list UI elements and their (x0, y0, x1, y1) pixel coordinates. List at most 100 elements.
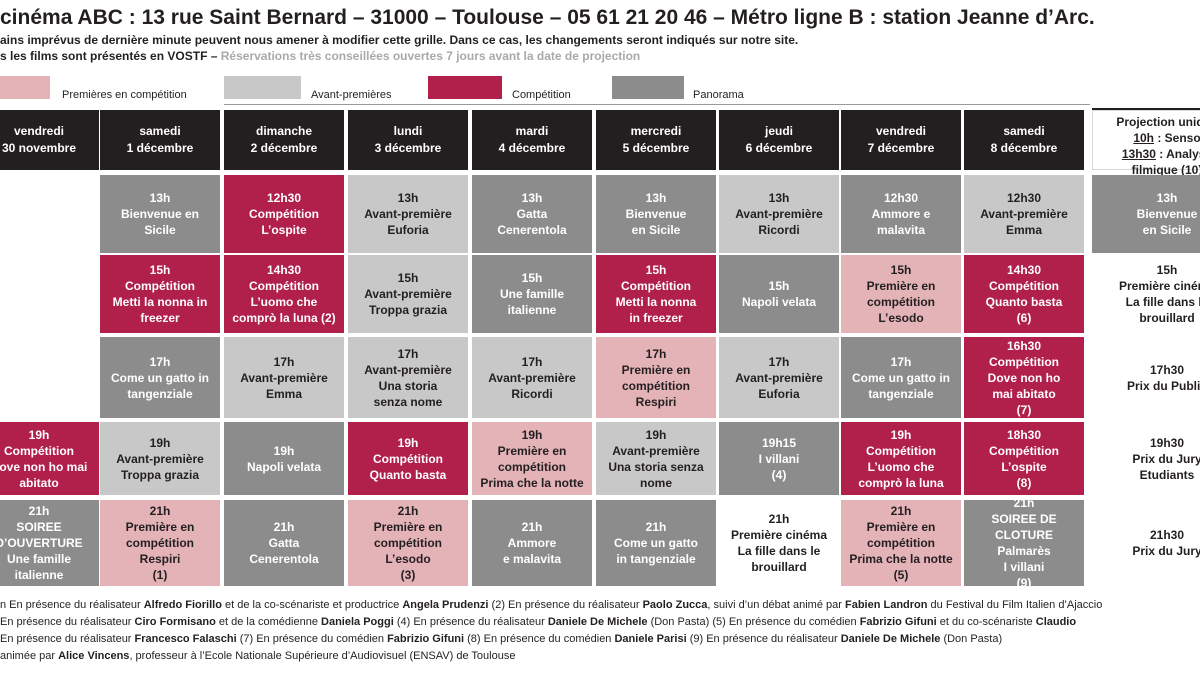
screening-cell: 15h Première en compétition L’esodo (841, 255, 961, 333)
screening-cell: 19h Avant-première Troppa grazia (100, 422, 220, 495)
screening-time: 15h (397, 271, 419, 285)
screening-cell: 13h Bienvenue en Sicile (1092, 175, 1200, 253)
day-name: mardi (515, 124, 549, 138)
guest-name: Daniele Parisi (614, 633, 687, 645)
screening-text: (5) (893, 568, 909, 582)
reservation-text: Réservations très conseillées ouvertes 7… (220, 49, 641, 63)
screening-text: Una storia (378, 378, 438, 393)
screening-text: comprò la luna (2) (232, 311, 336, 325)
screening-text: SOIREE (16, 520, 62, 534)
screening-time: 21h (768, 512, 790, 526)
screening-text: Avant-première (735, 370, 823, 385)
screening-time: 19h (28, 427, 50, 442)
screening-text: L’uomo che (867, 459, 935, 474)
screening-time: 16h30 (1006, 338, 1042, 353)
footnote-line: n En présence du réalisateur Alfredo Fio… (0, 597, 1200, 614)
screening-text: Bienvenue (1136, 207, 1198, 221)
day-date: 4 décembre (498, 141, 566, 155)
screening-text: malavita (876, 223, 926, 237)
screening-text: Première en (866, 520, 936, 534)
screening-cell: 15h Première cinéma La fille dans le brouil… (1092, 255, 1200, 333)
footnote-line: En présence du réalisateur Francesco Fal… (0, 631, 1200, 648)
screening-text: Compétition (989, 279, 1059, 293)
footnote-text: animée par (0, 650, 59, 662)
screening-text: Bienvenue (625, 207, 687, 221)
screening-text: Come un gatto (614, 536, 698, 550)
day-name: samedi (139, 124, 181, 138)
screening-text: Emma (1005, 223, 1043, 237)
guest-name: Fabrizio Gifuni (859, 616, 937, 628)
screening-cell: 13h Gatta Cenerentola (472, 175, 592, 253)
screening-text: compétition (867, 295, 935, 309)
screening-text: Ammore e (871, 207, 931, 221)
legend-swatch-avant-premieres (224, 76, 301, 99)
screening-cell: 21h Première cinéma La fille dans le brouil… (719, 500, 839, 586)
screening-time: 13h (645, 191, 667, 205)
screening-text: Compétition (249, 207, 319, 221)
guest-name: Daniele De Michele (547, 616, 648, 628)
screening-text: (8) (1016, 475, 1032, 490)
screening-time: 17h (645, 346, 667, 361)
screening-cell: 19h Compétition L’uomo che comprò la luna (841, 422, 961, 495)
screening-text: L’ospite (261, 223, 307, 237)
screening-text: Metti la nonna in (112, 295, 208, 309)
screening-text: Première en (497, 443, 567, 458)
screening-text: senza nome (373, 394, 443, 409)
day-date: 7 décembre (867, 141, 935, 155)
screening-text: (1) (152, 568, 168, 582)
screening-text: brouillard (751, 560, 807, 574)
special-senso: 10h : Senso (1133, 130, 1200, 146)
screening-time: 17h30 (1149, 362, 1185, 377)
screening-text: compétition (498, 459, 566, 474)
footnotes: n En présence du réalisateur Alfredo Fio… (0, 597, 1200, 665)
footnote-text: et du co-scénariste (936, 616, 1036, 628)
screening-cell: 12h30 Compétition L’ospite (224, 175, 344, 253)
guest-name: Daniele De Michele (840, 633, 941, 645)
sunday-header-band (1092, 108, 1200, 110)
screening-text: Première cinéma (1118, 279, 1200, 293)
screening-time: 15h (768, 279, 790, 293)
screening-time: 15h (645, 263, 667, 277)
screening-cell: 14h30 Compétition Quanto basta (6) (964, 255, 1084, 333)
screening-text: Compétition (373, 451, 443, 466)
screening-time: 19h (149, 435, 171, 450)
day-name: jeudi (764, 124, 793, 138)
screening-text: Quanto basta (369, 467, 447, 482)
day-date: 8 décembre (990, 141, 1058, 155)
special-title: Projection unique (1116, 115, 1200, 129)
screening-text: Avant-première (240, 370, 328, 385)
day-header: vendredi 30 novembre (0, 110, 99, 170)
day-date: 3 décembre (374, 141, 442, 155)
screening-text: Respiri (635, 394, 677, 409)
screening-text: Prima che la notte (480, 475, 584, 490)
day-name: vendredi (13, 124, 64, 138)
screening-time: 17h (149, 354, 171, 369)
guest-name: Ciro Formisano (134, 616, 216, 628)
screening-time: 19h (273, 443, 295, 458)
screening-text: SOIREE DE CLOTURE (991, 512, 1057, 542)
screening-text: in tangenziale (616, 552, 696, 566)
notice-line: ains imprévus de dernière minute peuvent… (0, 33, 799, 47)
guest-name: Francesco Falaschi (134, 633, 237, 645)
screening-cell: 15h Compétition Metti la nonna in freezer (596, 255, 716, 333)
footnote-text: (7) En présence du comédien (236, 633, 388, 645)
screening-text: Première en (621, 362, 691, 377)
vostf-line: s les films sont présentés en VOSTF – Ré… (0, 49, 640, 63)
screening-text: freezer (140, 311, 180, 325)
screening-time: 21h (149, 504, 171, 518)
day-name: lundi (393, 124, 423, 138)
screening-text: Quanto basta (985, 295, 1063, 309)
day-date: 5 décembre (622, 141, 690, 155)
screening-text: (7) (1016, 402, 1032, 417)
screening-cell: 18h30 Compétition L’ospite (8) (964, 422, 1084, 495)
screening-text: brouillard (1139, 311, 1195, 325)
screening-cell: 17h Avant-première Una storia senza nome (348, 337, 468, 418)
screening-cell: 19h15 I villani (4) (719, 422, 839, 495)
special-film: : Analyse (1159, 147, 1200, 161)
footnote-text: (8) En présence du comédien (464, 633, 615, 645)
screening-text: L’uomo che (250, 295, 318, 309)
screening-cell: 21h Première en compétition Respiri (1) (100, 500, 220, 586)
screening-text: Dove non ho mai (0, 459, 88, 474)
vostf-text: s les films sont présentés en VOSTF – (0, 49, 221, 63)
